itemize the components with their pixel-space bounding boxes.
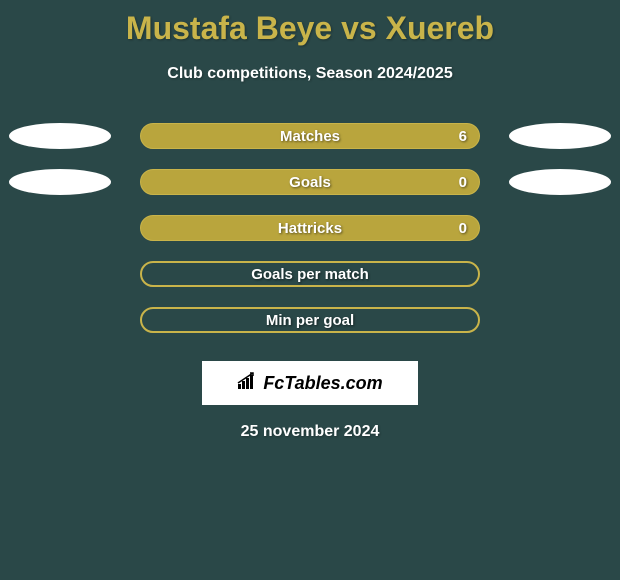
stat-row: Hattricks 0 bbox=[0, 215, 620, 261]
right-ellipse bbox=[509, 123, 611, 149]
stat-label: Min per goal bbox=[266, 312, 354, 329]
stat-value: 0 bbox=[459, 174, 467, 191]
bar-chart-icon bbox=[237, 372, 259, 395]
stat-bar: Goals per match bbox=[140, 261, 480, 287]
stat-row: Min per goal bbox=[0, 307, 620, 353]
stat-rows: Matches 6 Goals 0 Hattricks 0 Goals per match M… bbox=[0, 123, 620, 353]
comparison-title: Mustafa Beye vs Xuereb bbox=[0, 0, 620, 47]
stat-bar: Matches 6 bbox=[140, 123, 480, 149]
stat-bar: Goals 0 bbox=[140, 169, 480, 195]
stat-row: Matches 6 bbox=[0, 123, 620, 169]
stat-label: Hattricks bbox=[278, 220, 342, 237]
logo: FcTables.com bbox=[237, 372, 382, 395]
logo-box: FcTables.com bbox=[202, 361, 418, 405]
stat-value: 6 bbox=[459, 128, 467, 145]
stat-value: 0 bbox=[459, 220, 467, 237]
stat-bar: Hattricks 0 bbox=[140, 215, 480, 241]
comparison-subtitle: Club competitions, Season 2024/2025 bbox=[0, 65, 620, 83]
date-label: 25 november 2024 bbox=[0, 423, 620, 441]
stat-row: Goals 0 bbox=[0, 169, 620, 215]
right-ellipse bbox=[509, 169, 611, 195]
stat-row: Goals per match bbox=[0, 261, 620, 307]
stat-bar: Min per goal bbox=[140, 307, 480, 333]
stat-label: Goals bbox=[289, 174, 331, 191]
left-ellipse bbox=[9, 123, 111, 149]
logo-text: FcTables.com bbox=[263, 373, 382, 394]
left-ellipse bbox=[9, 169, 111, 195]
stat-label: Matches bbox=[280, 128, 340, 145]
stat-label: Goals per match bbox=[251, 266, 369, 283]
